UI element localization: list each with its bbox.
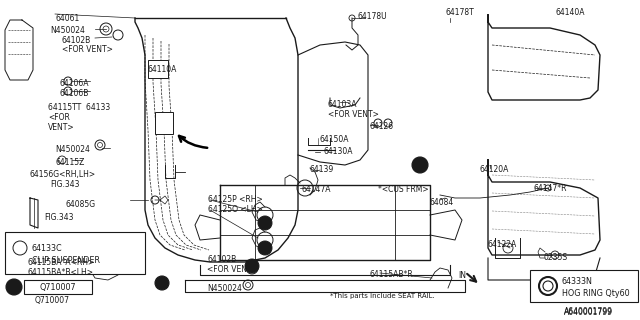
- Text: 1: 1: [262, 244, 268, 252]
- Text: 64178T: 64178T: [445, 8, 474, 17]
- Circle shape: [258, 241, 272, 255]
- Text: A640001799: A640001799: [564, 307, 613, 316]
- Text: A: A: [417, 161, 423, 170]
- Text: FIG.343: FIG.343: [50, 180, 79, 189]
- Text: <FOR VENT>: <FOR VENT>: [207, 265, 258, 274]
- Text: 64130A: 64130A: [323, 147, 353, 156]
- Text: IN: IN: [458, 270, 466, 279]
- Text: 64150A: 64150A: [320, 135, 349, 144]
- Text: 64115AB*R: 64115AB*R: [370, 270, 413, 279]
- Text: 64147*R: 64147*R: [533, 184, 566, 193]
- Text: 64126: 64126: [370, 122, 394, 131]
- Text: 64115BA*A<RH>: 64115BA*A<RH>: [28, 258, 95, 267]
- Text: 64125P <RH>: 64125P <RH>: [208, 195, 263, 204]
- Circle shape: [155, 276, 169, 290]
- Text: 64061: 64061: [55, 14, 79, 23]
- Text: 64133C: 64133C: [32, 244, 63, 253]
- Text: 64106B: 64106B: [60, 89, 90, 98]
- Text: HOG RING Qty60: HOG RING Qty60: [562, 289, 630, 298]
- Text: 1: 1: [12, 283, 17, 292]
- Text: 64178U: 64178U: [358, 12, 388, 21]
- Text: 64147A: 64147A: [302, 185, 332, 194]
- Text: CLIP SUSPENDER: CLIP SUSPENDER: [32, 256, 100, 265]
- Circle shape: [6, 279, 22, 295]
- Text: 64106A: 64106A: [60, 79, 90, 88]
- Text: 64103A: 64103A: [328, 100, 358, 109]
- Bar: [155, 112, 173, 134]
- Text: A640001799: A640001799: [564, 308, 613, 317]
- Text: Q710007: Q710007: [35, 296, 70, 305]
- Text: *This parts include SEAT RAIL.: *This parts include SEAT RAIL.: [330, 293, 435, 299]
- Bar: [5, 232, 145, 274]
- Text: *<CUS FRM>: *<CUS FRM>: [378, 185, 429, 194]
- Text: 64115TT  64133: 64115TT 64133: [48, 103, 110, 112]
- Text: FIG.343: FIG.343: [44, 213, 74, 222]
- Text: 64333N: 64333N: [562, 277, 593, 286]
- Circle shape: [258, 216, 272, 230]
- Bar: [530, 270, 638, 302]
- Circle shape: [412, 157, 428, 173]
- Bar: [148, 60, 168, 78]
- Text: N450024: N450024: [55, 145, 90, 154]
- Text: <FOR: <FOR: [48, 113, 70, 122]
- Text: <FOR VENT>: <FOR VENT>: [328, 110, 379, 119]
- Circle shape: [245, 259, 259, 273]
- Text: 64139: 64139: [310, 165, 334, 174]
- Text: 64125O <LH>: 64125O <LH>: [208, 205, 263, 214]
- Text: N450024: N450024: [207, 284, 242, 293]
- Text: 64084: 64084: [430, 198, 454, 207]
- Bar: [24, 280, 92, 294]
- Text: 0235S: 0235S: [543, 253, 567, 262]
- Text: <FOR VENT>: <FOR VENT>: [62, 45, 113, 54]
- Text: Q710007: Q710007: [40, 283, 76, 292]
- Text: 64102B: 64102B: [62, 36, 92, 45]
- Text: 64102B: 64102B: [207, 255, 236, 264]
- Text: 64110A: 64110A: [148, 65, 177, 74]
- Text: 1: 1: [262, 219, 268, 228]
- Text: 64115Z: 64115Z: [55, 158, 84, 167]
- Text: 64122A: 64122A: [488, 240, 517, 249]
- Text: 64140A: 64140A: [556, 8, 586, 17]
- Text: A: A: [159, 278, 165, 287]
- Text: 64115BA*B<LH>: 64115BA*B<LH>: [28, 268, 94, 277]
- Text: 64156G<RH,LH>: 64156G<RH,LH>: [30, 170, 96, 179]
- Text: 64120A: 64120A: [480, 165, 509, 174]
- Text: N450024: N450024: [50, 26, 85, 35]
- Text: 1: 1: [250, 261, 254, 270]
- Text: 64085G: 64085G: [65, 200, 95, 209]
- Text: VENT>: VENT>: [48, 123, 75, 132]
